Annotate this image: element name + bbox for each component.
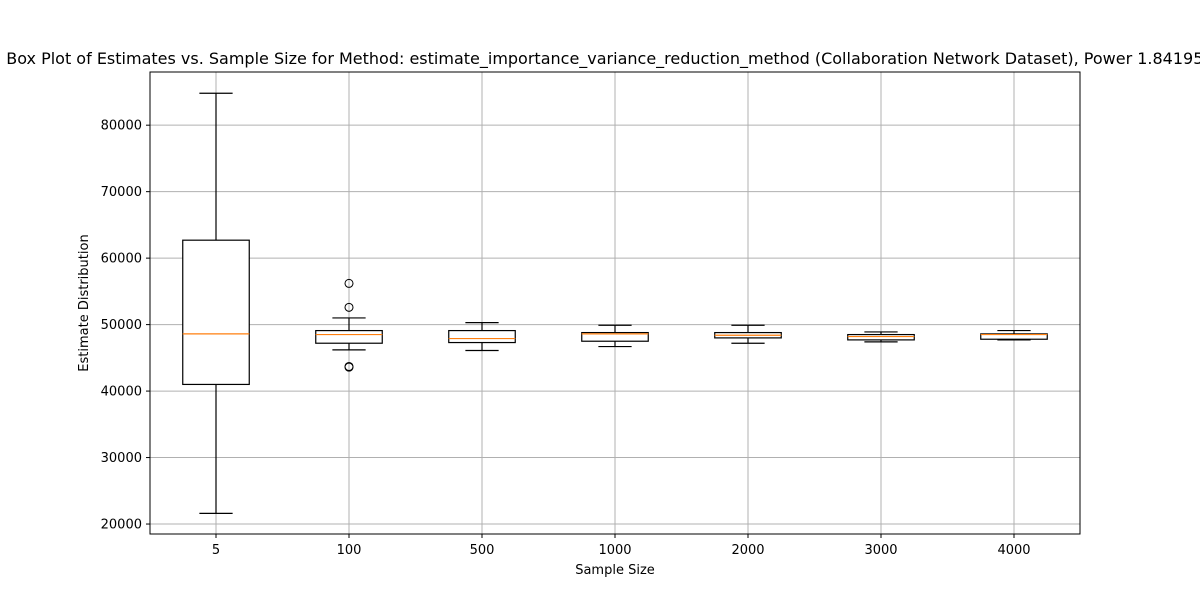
y-tick-label: 50000 bbox=[101, 318, 142, 333]
chart-title: Box Plot of Estimates vs. Sample Size fo… bbox=[6, 49, 1200, 69]
ticks-layer: 20000 30000 40000 50000 60000 70000 80000 5 100 5… bbox=[101, 119, 1031, 558]
x-tick-label: 4000 bbox=[997, 543, 1030, 558]
box-group-5 bbox=[182, 92, 250, 514]
box-group-2000 bbox=[714, 324, 782, 344]
y-axis-title: Estimate Distribution bbox=[77, 234, 92, 371]
y-tick-label: 20000 bbox=[101, 518, 142, 533]
x-tick-label: 500 bbox=[470, 543, 495, 558]
x-tick-label: 100 bbox=[337, 543, 362, 558]
y-tick-label: 80000 bbox=[101, 119, 142, 134]
x-tick-label: 5 bbox=[212, 543, 220, 558]
boxes-layer bbox=[182, 92, 1048, 514]
y-tick-label: 30000 bbox=[101, 451, 142, 466]
box-group-500 bbox=[448, 322, 516, 352]
box-group-3000 bbox=[847, 331, 915, 343]
box-group-1000 bbox=[581, 324, 649, 348]
iqr-box bbox=[448, 329, 516, 344]
iqr-box bbox=[581, 331, 649, 342]
y-tick-label: 60000 bbox=[101, 252, 142, 267]
iqr-box bbox=[315, 329, 383, 344]
box-group-100 bbox=[315, 278, 383, 372]
outlier-point bbox=[344, 302, 354, 312]
y-tick-label: 40000 bbox=[101, 385, 142, 400]
x-tick-label: 1000 bbox=[598, 543, 631, 558]
y-tick-label: 70000 bbox=[101, 185, 142, 200]
x-tick-label: 2000 bbox=[731, 543, 764, 558]
iqr-box bbox=[847, 333, 915, 341]
iqr-box bbox=[980, 333, 1048, 340]
outlier-point bbox=[344, 278, 354, 288]
x-tick-label: 3000 bbox=[864, 543, 897, 558]
iqr-box bbox=[182, 239, 250, 386]
box-group-4000 bbox=[980, 329, 1048, 341]
outlier-point bbox=[344, 362, 354, 372]
x-axis-title: Sample Size bbox=[575, 563, 655, 578]
